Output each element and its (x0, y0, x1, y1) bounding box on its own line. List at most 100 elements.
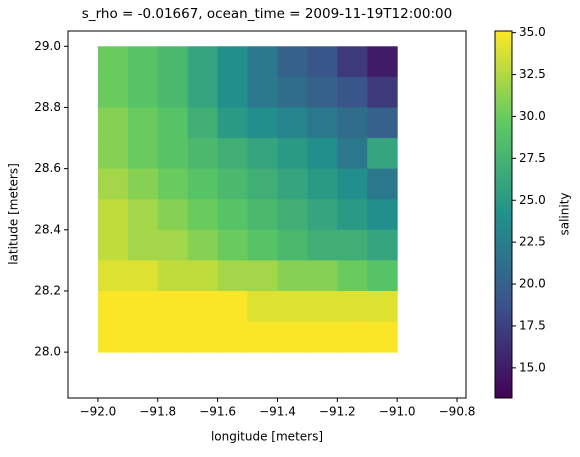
colorbar-tick-label: 30.0 (519, 109, 546, 123)
y-tick-label: 28.8 (34, 100, 61, 114)
cell (97, 260, 129, 292)
colorbar-tick-label: 25.0 (519, 193, 546, 207)
cell (277, 229, 308, 261)
x-tick-label: −91.4 (259, 405, 296, 419)
cell (307, 107, 338, 139)
cell (97, 199, 129, 231)
cell (157, 229, 189, 261)
cell (337, 138, 368, 170)
cell (157, 290, 189, 323)
cell (97, 76, 129, 108)
cell (97, 229, 129, 261)
cell (157, 46, 189, 78)
x-tick-label: −91.6 (199, 405, 236, 419)
cell (157, 321, 189, 353)
cell (127, 107, 159, 139)
cell (187, 138, 219, 170)
x-tick-label: −91.2 (319, 405, 356, 419)
cell (247, 168, 278, 200)
cell (277, 321, 308, 353)
cell (217, 168, 249, 200)
cell (307, 46, 338, 78)
cell (277, 76, 308, 108)
cell (187, 107, 219, 139)
cell (367, 76, 398, 108)
cell (277, 260, 308, 292)
cell (307, 260, 338, 292)
cell (97, 321, 129, 353)
cell (127, 260, 159, 292)
cell (247, 199, 278, 231)
cell (187, 46, 219, 78)
colorbar-label: salinity (558, 192, 572, 235)
cell (187, 290, 219, 323)
cell (337, 168, 368, 200)
cell (337, 199, 368, 231)
cell (127, 46, 159, 78)
colorbar-tick-label: 27.5 (519, 151, 546, 165)
x-tick-label: −92.0 (80, 405, 117, 419)
colorbar-tick-label: 15.0 (519, 360, 546, 374)
cell (157, 107, 189, 139)
y-tick-label: 29.0 (34, 39, 61, 53)
cell (187, 76, 219, 108)
cell (247, 321, 278, 353)
plot-frame (67, 30, 467, 399)
cell (187, 321, 219, 353)
colorbar-tick-label: 17.5 (519, 318, 546, 332)
cell (337, 76, 368, 108)
cell (277, 46, 308, 78)
colorbar-tick-label: 32.5 (519, 67, 546, 81)
cell (247, 76, 278, 108)
cell (247, 138, 278, 170)
cell (367, 138, 398, 170)
y-tick-label: 28.6 (34, 161, 61, 175)
cell (367, 260, 398, 292)
cell (217, 229, 249, 261)
cell (307, 290, 338, 323)
cell (367, 290, 398, 323)
cell (187, 168, 219, 200)
cell (187, 260, 219, 292)
cell (157, 199, 189, 231)
cell (247, 107, 278, 139)
cell (127, 168, 159, 200)
cell (247, 229, 278, 261)
cell (337, 107, 368, 139)
cell (217, 107, 249, 139)
colorbar (495, 31, 512, 398)
cell (127, 290, 159, 323)
cell (97, 138, 129, 170)
cell (97, 107, 129, 139)
cell (217, 76, 249, 108)
cell (307, 168, 338, 200)
cell (307, 76, 338, 108)
cell (97, 168, 129, 200)
cell (157, 168, 189, 200)
cell (127, 199, 159, 231)
cell (337, 321, 368, 353)
cell (337, 46, 368, 78)
cell (97, 46, 129, 78)
cell (127, 321, 159, 353)
cell (217, 321, 249, 353)
cell (367, 229, 398, 261)
cell (367, 321, 398, 353)
cell (277, 199, 308, 231)
y-axis-label: latitude [meters] (7, 163, 21, 265)
cell (217, 138, 249, 170)
y-tick-label: 28.0 (34, 345, 61, 359)
cell (367, 46, 398, 78)
cell (157, 76, 189, 108)
colorbar-tick-label: 20.0 (519, 277, 546, 291)
cell (307, 199, 338, 231)
cell (187, 199, 219, 231)
cell (367, 168, 398, 200)
x-tick-label: −90.8 (439, 405, 476, 419)
cell (277, 107, 308, 139)
cell (247, 290, 278, 323)
x-tick-label: −91.8 (139, 405, 176, 419)
x-tick-label: −91.0 (379, 405, 416, 419)
cell (157, 260, 189, 292)
